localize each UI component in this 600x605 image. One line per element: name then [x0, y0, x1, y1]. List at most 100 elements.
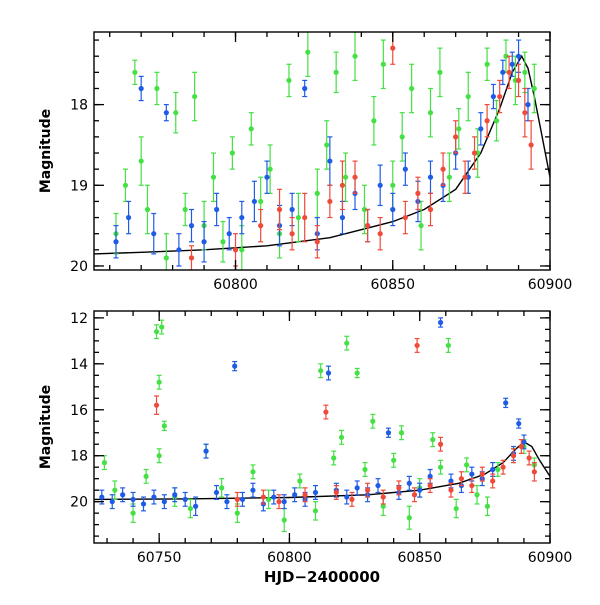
- top-data-point: [305, 49, 311, 55]
- top-data-point: [390, 45, 396, 51]
- top-data-point: [377, 182, 383, 188]
- bottom-data-point: [276, 499, 282, 505]
- top-model-curve: [94, 54, 550, 255]
- bottom-data-point: [518, 443, 524, 450]
- bottom-model-curve: [94, 441, 550, 501]
- top-data-point: [471, 150, 478, 156]
- bottom-data-point: [479, 471, 485, 477]
- bottom-data-point: [510, 453, 517, 459]
- top-data-point: [418, 223, 424, 229]
- top-data-point: [427, 110, 434, 116]
- top-panel: 60800 60850 60900 18 19 20 Magnitude: [38, 31, 573, 293]
- top-data-point: [302, 214, 308, 221]
- top-data-point: [314, 190, 320, 196]
- top-x-tick-label: 60850: [370, 277, 415, 293]
- top-data-point: [371, 118, 377, 124]
- bottom-data-point: [495, 466, 501, 473]
- top-data-point: [192, 93, 198, 100]
- bottom-data-point: [503, 400, 509, 406]
- bottom-data-point: [398, 430, 405, 436]
- bottom-data-point: [437, 464, 444, 470]
- bottom-data-point: [385, 430, 392, 436]
- top-data-point: [465, 93, 471, 100]
- top-data-point: [399, 134, 405, 140]
- bottom-data-point: [448, 487, 454, 493]
- bottom-x-tick-label: 60750: [137, 550, 182, 566]
- top-data-point: [327, 158, 333, 164]
- bottom-data-point: [224, 499, 230, 505]
- bottom-y-tick-label: 20: [70, 495, 88, 511]
- top-data-point: [144, 206, 151, 213]
- bottom-data-point: [159, 324, 165, 330]
- bottom-data-point: [239, 496, 246, 502]
- bottom-data-point: [484, 503, 491, 509]
- top-data-point: [289, 206, 295, 213]
- top-data-point: [352, 174, 358, 180]
- top-data-point: [415, 190, 421, 196]
- top-data-point: [188, 223, 195, 229]
- top-y-tick-label: 20: [70, 259, 88, 275]
- bottom-data-point: [265, 496, 272, 502]
- bottom-data-point: [312, 508, 319, 514]
- bottom-data-point: [292, 492, 298, 498]
- top-data-point: [229, 150, 235, 156]
- top-data-point: [478, 126, 484, 132]
- top-data-point: [201, 239, 207, 245]
- bottom-plot-area: [94, 317, 550, 533]
- bottom-panel: 60750 60800 60850 60900 12 14 16 18 20 Magnitude…: [38, 310, 572, 586]
- bottom-data-point: [464, 462, 470, 468]
- top-data-point: [239, 214, 245, 221]
- top-plot-area: [94, 32, 550, 270]
- bottom-data-point: [406, 515, 412, 521]
- top-data-point: [390, 206, 396, 213]
- bottom-data-point: [232, 363, 238, 369]
- bottom-data-point: [380, 503, 386, 509]
- bottom-data-point: [437, 441, 444, 447]
- bottom-data-point: [130, 496, 136, 502]
- top-data-point: [295, 214, 302, 221]
- top-data-point: [484, 118, 490, 124]
- bottom-data-point: [112, 487, 118, 493]
- top-data-point: [339, 214, 346, 221]
- bottom-data-point: [344, 494, 350, 500]
- top-data-point: [531, 85, 537, 92]
- top-data-point: [232, 247, 239, 253]
- bottom-y-tick-label: 16: [70, 403, 88, 419]
- top-data-point: [220, 239, 226, 245]
- top-y-axis-label: Magnitude: [38, 109, 54, 193]
- top-data-point: [173, 110, 179, 116]
- top-data-point: [163, 255, 169, 261]
- bottom-data-point: [445, 342, 451, 349]
- top-x-tick-label: 60900: [528, 277, 573, 293]
- bottom-series-1: [101, 319, 537, 533]
- top-data-point: [327, 198, 333, 205]
- bottom-data-point: [151, 494, 157, 500]
- bottom-data-point: [325, 370, 332, 376]
- bottom-data-point: [406, 480, 412, 486]
- top-data-point: [427, 206, 434, 213]
- top-data-point: [500, 69, 506, 75]
- bottom-data-point: [172, 492, 178, 498]
- bottom-data-point: [99, 494, 105, 500]
- bottom-data-point: [193, 503, 199, 509]
- bottom-data-point: [297, 478, 303, 484]
- top-data-point: [352, 53, 358, 59]
- top-data-point: [522, 110, 528, 116]
- bottom-data-point: [281, 517, 287, 523]
- bottom-data-point: [370, 418, 376, 424]
- bottom-data-point: [354, 485, 360, 491]
- top-y-tick-label: 18: [70, 98, 88, 114]
- bottom-data-point: [500, 464, 506, 470]
- bottom-data-point: [219, 485, 225, 491]
- bottom-data-point: [490, 478, 496, 484]
- bottom-data-point: [234, 510, 240, 516]
- bottom-data-point: [430, 437, 436, 443]
- top-data-point: [446, 174, 452, 180]
- bottom-data-point: [161, 499, 167, 505]
- bottom-y-tick-label: 14: [70, 357, 88, 373]
- top-data-point: [493, 118, 500, 124]
- bottom-data-point: [380, 494, 386, 500]
- bottom-data-point: [234, 496, 240, 502]
- top-data-point: [324, 142, 330, 148]
- bottom-data-point: [250, 487, 256, 493]
